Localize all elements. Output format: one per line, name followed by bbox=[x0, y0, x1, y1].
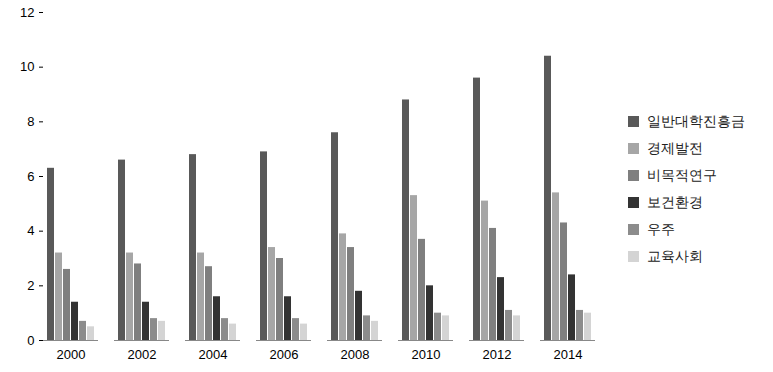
svg-text:12: 12 bbox=[20, 5, 34, 20]
html-text:경제발전: 경제발전 bbox=[647, 139, 703, 156]
html-text:일반대학진흥금: 일반대학진흥금 bbox=[647, 112, 745, 129]
svg-text:2000: 2000 bbox=[57, 347, 86, 362]
svg-text:0: 0 bbox=[27, 333, 34, 348]
svg-text:2: 2 bbox=[27, 278, 34, 293]
html-text:교육사회: 교육사회 bbox=[647, 247, 703, 264]
svg-text:6: 6 bbox=[27, 169, 34, 184]
svg-text:2014: 2014 bbox=[554, 347, 583, 362]
svg-text:2004: 2004 bbox=[199, 347, 228, 362]
svg-text:10: 10 bbox=[20, 59, 34, 74]
html-text:비목적연구: 비목적연구 bbox=[647, 166, 717, 183]
svg-text:8: 8 bbox=[27, 114, 34, 129]
svg-text:2010: 2010 bbox=[412, 347, 441, 362]
svg-text:2006: 2006 bbox=[270, 347, 299, 362]
html-text:우주: 우주 bbox=[647, 220, 675, 237]
svg-text:2002: 2002 bbox=[128, 347, 157, 362]
svg-text:2012: 2012 bbox=[483, 347, 512, 362]
svg-text:4: 4 bbox=[27, 223, 34, 238]
svg-text:2008: 2008 bbox=[341, 347, 370, 362]
html-text:보건환경: 보건환경 bbox=[647, 193, 703, 210]
